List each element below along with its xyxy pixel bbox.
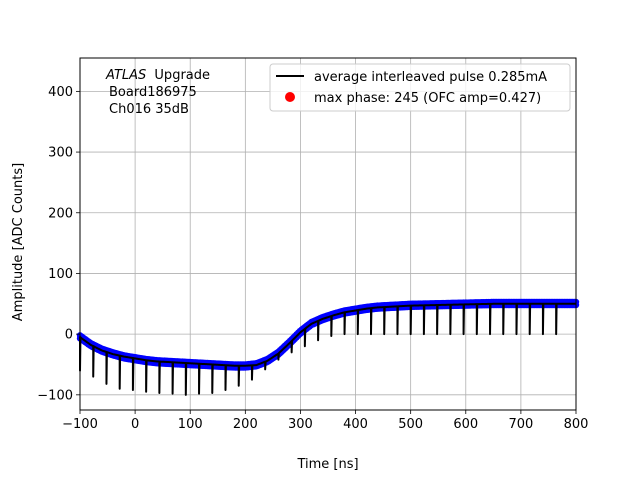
atlas-annotation: ATLAS Upgrade Board186975 Ch016 35dB — [105, 68, 210, 117]
annotation-channel: Ch016 35dB — [109, 102, 189, 117]
x-tick-label: 100 — [178, 417, 203, 432]
y-tick-label: 0 — [65, 328, 73, 343]
x-tick-label: 500 — [398, 417, 423, 432]
legend-entry-max-phase: max phase: 245 (OFC amp=0.427) — [314, 91, 541, 106]
x-tick-label: 700 — [508, 417, 533, 432]
y-axis: −100 0 100 200 300 400 — [37, 85, 80, 403]
x-tick-label: 0 — [131, 417, 139, 432]
x-tick-label: 400 — [343, 417, 368, 432]
pulse-line-series — [79, 302, 576, 396]
y-tick-label: 400 — [48, 85, 73, 100]
legend-box — [269, 63, 571, 112]
y-tick-label: 300 — [48, 146, 73, 161]
svg-text:ATLAS Upgrade: ATLAS Upgrade — [105, 68, 210, 83]
y-tick-label: 100 — [48, 267, 73, 282]
annotation-atlas: ATLAS — [105, 68, 146, 83]
x-tick-label: 600 — [453, 417, 478, 432]
annotation-board: Board186975 — [109, 85, 197, 100]
plot-frame — [79, 57, 577, 411]
legend-point-swatch — [285, 92, 295, 102]
x-tick-label: 200 — [233, 417, 258, 432]
y-tick-label: 200 — [48, 206, 73, 221]
legend-entry-pulse: average interleaved pulse 0.285mA — [314, 70, 547, 85]
x-tick-label: 300 — [288, 417, 313, 432]
x-axis: −100 0 100 200 300 400 500 600 700 800 — [62, 410, 588, 432]
x-axis-label: Time [ns] — [296, 457, 358, 472]
x-tick-label: −100 — [62, 417, 98, 432]
average-pulse-line — [79, 302, 576, 396]
x-tick-label: 800 — [564, 417, 589, 432]
grid — [79, 58, 577, 410]
y-axis-label: Amplitude [ADC Counts] — [11, 163, 26, 321]
y-tick-label: −100 — [37, 388, 73, 403]
legend: average interleaved pulse 0.285mA max ph… — [269, 63, 571, 112]
annotation-upgrade: Upgrade — [154, 68, 210, 83]
